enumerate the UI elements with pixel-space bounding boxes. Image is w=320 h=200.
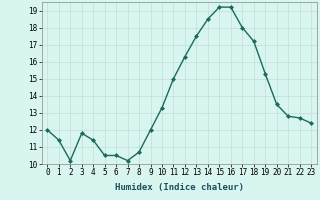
X-axis label: Humidex (Indice chaleur): Humidex (Indice chaleur): [115, 183, 244, 192]
